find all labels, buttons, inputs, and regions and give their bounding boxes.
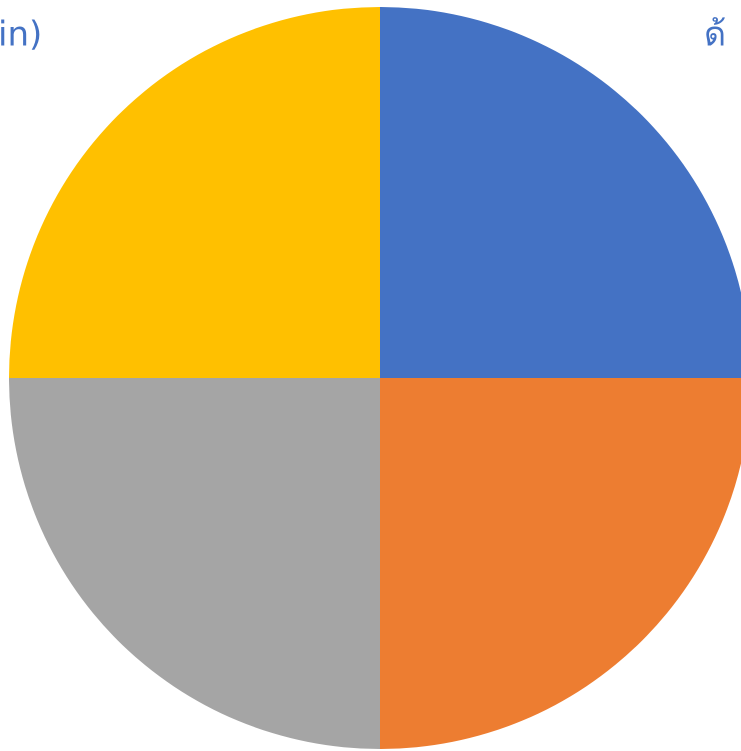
annotation: ด้ [704, 15, 726, 55]
pie-slice [9, 7, 380, 378]
pie-slice [380, 7, 741, 378]
pie-slice [380, 378, 741, 749]
pie-slice [9, 378, 380, 749]
annotation: in) [0, 15, 42, 55]
